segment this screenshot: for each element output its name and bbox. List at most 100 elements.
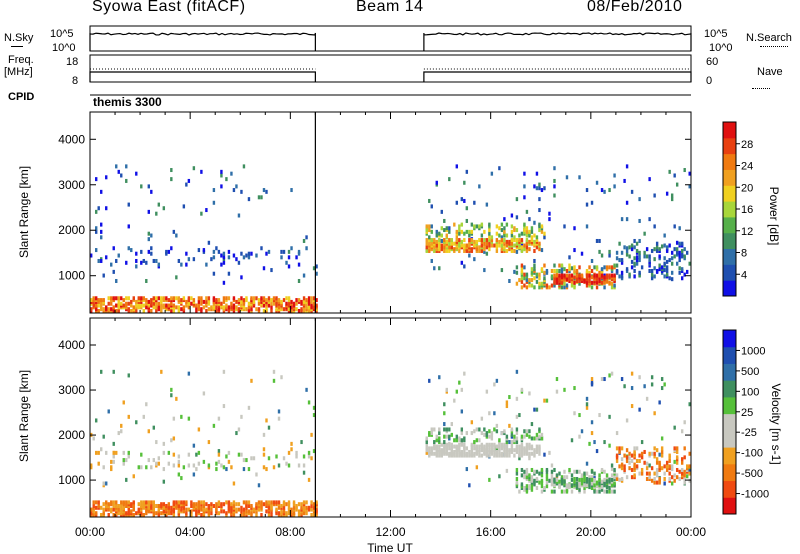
- data-point: [568, 267, 571, 272]
- data-point: [500, 235, 504, 240]
- data-point: [127, 450, 130, 455]
- data-point: [683, 247, 686, 252]
- data-point: [580, 477, 584, 482]
- data-point: [172, 309, 176, 313]
- data-point: [428, 224, 431, 229]
- data-point: [575, 485, 579, 490]
- data-point: [615, 263, 619, 268]
- data-point: [523, 243, 526, 248]
- data-point: [535, 186, 539, 191]
- nsky-tick-bottom: 10^0: [52, 42, 76, 54]
- data-point: [685, 464, 689, 469]
- data-point: [600, 253, 604, 258]
- data-point: [240, 296, 243, 301]
- data-point: [688, 478, 691, 483]
- data-point: [100, 307, 103, 312]
- data-point: [275, 507, 278, 512]
- data-point: [510, 229, 514, 234]
- data-point: [120, 429, 123, 434]
- data-point: [483, 238, 486, 243]
- data-point: [147, 500, 150, 505]
- data-point: [650, 272, 654, 277]
- data-point: [297, 262, 301, 267]
- data-point: [620, 270, 624, 275]
- data-point: [555, 389, 559, 394]
- data-point: [633, 274, 636, 279]
- data-point: [530, 422, 534, 427]
- data-point: [598, 273, 601, 278]
- data-point: [150, 251, 153, 256]
- data-point: [245, 500, 248, 505]
- data-point: [155, 305, 158, 310]
- data-point: [613, 173, 616, 178]
- data-point: [533, 407, 536, 412]
- data-point: [570, 438, 574, 443]
- data-point: [538, 471, 541, 476]
- data-point: [270, 301, 273, 306]
- data-point: [155, 309, 158, 313]
- data-point: [227, 249, 231, 254]
- colorbar-tick-label: 1000: [741, 345, 765, 357]
- data-point: [232, 503, 236, 508]
- data-point: [125, 458, 128, 463]
- data-point: [212, 200, 216, 205]
- data-point: [95, 303, 98, 308]
- data-point: [180, 476, 183, 481]
- nsearch-line-key: [760, 46, 788, 47]
- data-point: [262, 502, 266, 507]
- data-point: [670, 475, 674, 480]
- data-point: [152, 458, 156, 463]
- data-point: [225, 467, 228, 472]
- data-point: [625, 458, 629, 463]
- data-point: [280, 509, 283, 514]
- data-point: [197, 303, 201, 308]
- data-point: [610, 273, 614, 278]
- data-point: [500, 238, 504, 243]
- data-point: [170, 168, 173, 173]
- data-point: [485, 446, 489, 451]
- data-point: [573, 226, 576, 231]
- data-point: [122, 298, 125, 303]
- data-point: [438, 444, 441, 449]
- data-point: [438, 431, 441, 436]
- data-point: [97, 450, 100, 455]
- data-point: [520, 276, 524, 281]
- data-point: [665, 268, 669, 273]
- data-point: [200, 513, 203, 517]
- data-point: [483, 444, 486, 449]
- data-point: [553, 483, 556, 488]
- data-point: [120, 503, 123, 508]
- data-point: [493, 442, 496, 447]
- data-point: [670, 481, 674, 486]
- data-point: [227, 296, 231, 301]
- data-point: [122, 450, 125, 455]
- data-point: [478, 448, 481, 453]
- data-point: [590, 258, 594, 263]
- data-point: [180, 307, 183, 312]
- data-point: [450, 241, 453, 246]
- colorbar-tick-label: -25: [741, 427, 757, 439]
- data-point: [658, 247, 661, 252]
- data-point: [125, 500, 128, 505]
- data-point: [433, 442, 436, 447]
- data-point: [498, 243, 501, 248]
- data-point: [578, 273, 581, 278]
- data-point: [260, 195, 263, 200]
- data-point: [470, 420, 474, 425]
- data-point: [623, 464, 626, 469]
- colorbar-swatch: [723, 232, 736, 250]
- data-point: [167, 461, 171, 466]
- data-point: [197, 299, 201, 304]
- data-point: [202, 503, 206, 508]
- data-point: [152, 305, 156, 310]
- data-point: [633, 256, 636, 261]
- data-point: [95, 248, 98, 253]
- data-point: [222, 509, 226, 514]
- data-point: [145, 301, 148, 306]
- data-point: [190, 509, 193, 514]
- data-point: [630, 371, 634, 376]
- data-point: [540, 436, 544, 441]
- data-point: [428, 446, 431, 451]
- data-point: [310, 303, 313, 308]
- data-point: [585, 483, 589, 488]
